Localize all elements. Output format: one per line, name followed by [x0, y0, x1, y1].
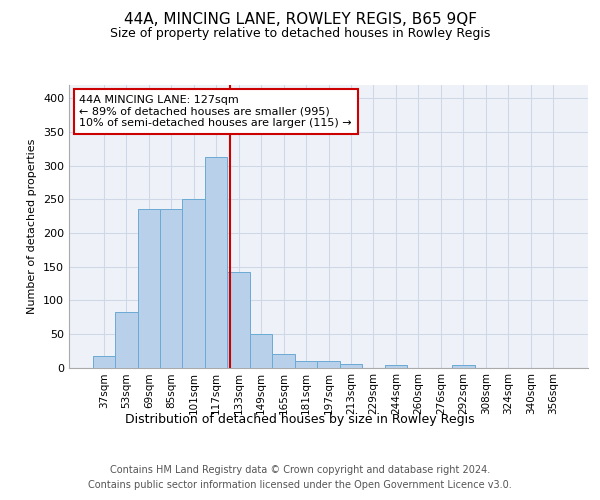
Bar — [452, 366, 475, 368]
Bar — [250, 334, 272, 368]
Text: Contains HM Land Registry data © Crown copyright and database right 2024.: Contains HM Land Registry data © Crown c… — [110, 465, 490, 475]
Bar — [115, 312, 137, 368]
Bar — [182, 200, 205, 368]
Y-axis label: Number of detached properties: Number of detached properties — [28, 138, 37, 314]
Bar — [137, 210, 160, 368]
Bar — [385, 366, 407, 368]
Bar — [272, 354, 295, 368]
Bar — [205, 157, 227, 368]
Bar — [295, 362, 317, 368]
Text: Distribution of detached houses by size in Rowley Regis: Distribution of detached houses by size … — [125, 412, 475, 426]
Text: Contains public sector information licensed under the Open Government Licence v3: Contains public sector information licen… — [88, 480, 512, 490]
Text: 44A, MINCING LANE, ROWLEY REGIS, B65 9QF: 44A, MINCING LANE, ROWLEY REGIS, B65 9QF — [124, 12, 476, 28]
Bar — [317, 361, 340, 368]
Bar — [227, 272, 250, 368]
Text: Size of property relative to detached houses in Rowley Regis: Size of property relative to detached ho… — [110, 28, 490, 40]
Text: 44A MINCING LANE: 127sqm
← 89% of detached houses are smaller (995)
10% of semi-: 44A MINCING LANE: 127sqm ← 89% of detach… — [79, 95, 352, 128]
Bar — [340, 364, 362, 368]
Bar — [92, 356, 115, 368]
Bar — [160, 210, 182, 368]
